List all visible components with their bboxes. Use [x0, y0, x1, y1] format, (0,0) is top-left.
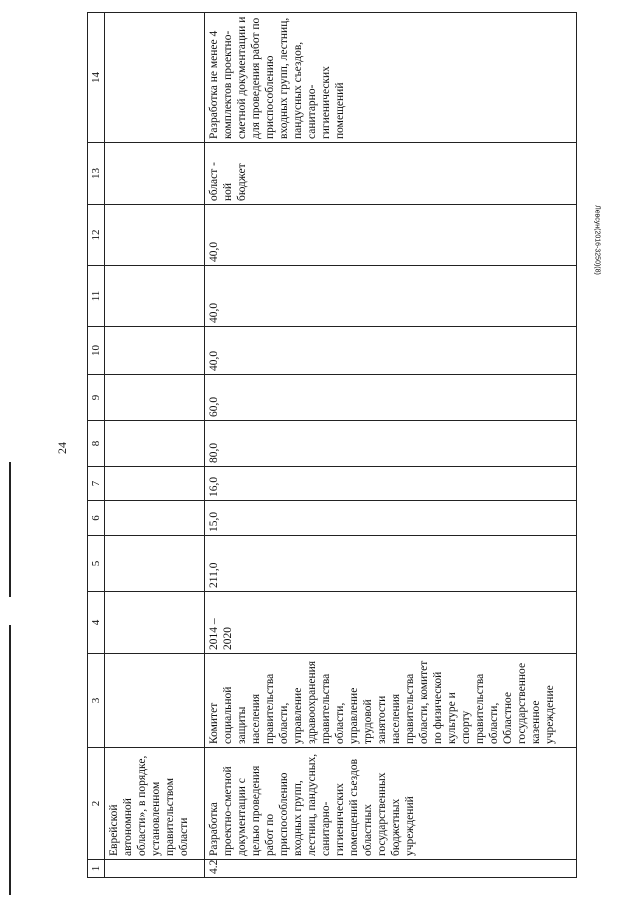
cell-year-2017: 60,0 [204, 374, 577, 421]
cell [104, 12, 205, 143]
col-header-5: 5 [87, 535, 105, 592]
col-header-14: 14 [87, 12, 105, 143]
col-header-8: 8 [87, 420, 105, 467]
cell [104, 535, 205, 592]
cell [104, 653, 205, 748]
table-row-4-2: 4.2 Разработка проектно-сметной документ… [204, 12, 577, 878]
col-header-9: 9 [87, 374, 105, 421]
page-number: 24 [52, 438, 72, 458]
cell-year-2020: 40,0 [204, 204, 577, 266]
program-table: 1 2 3 4 5 6 7 8 9 10 11 12 13 14 Еврейск… [87, 12, 577, 878]
cell-year-2014: 15,0 [204, 500, 577, 536]
cell [104, 859, 205, 878]
scan-edge-line [9, 625, 11, 895]
cell [104, 591, 205, 654]
col-header-3: 3 [87, 653, 105, 748]
col-header-6: 6 [87, 500, 105, 536]
cell-total: 211,0 [204, 535, 577, 592]
cell-funding-source: област - ной бюджет [204, 142, 577, 205]
cell [104, 204, 205, 266]
col-header-11: 11 [87, 265, 105, 327]
cell-year-2018: 40,0 [204, 326, 577, 375]
col-header-4: 4 [87, 591, 105, 654]
cell [104, 142, 205, 205]
col-header-1: 1 [87, 859, 105, 878]
scan-edge-line [9, 462, 11, 597]
col-header-10: 10 [87, 326, 105, 375]
table-row-continuation: Еврейской автономной области», в порядке… [104, 12, 205, 878]
cell-expected-result: Разработка не менее 4 комплектов проектн… [204, 12, 577, 143]
cell-activity-name: Разработка проектно-сметной документации… [204, 747, 577, 860]
cell-executors: Комитет социальной защиты населения прав… [204, 653, 577, 748]
col-header-7: 7 [87, 466, 105, 501]
cell [104, 265, 205, 327]
cell [104, 326, 205, 375]
cell [104, 466, 205, 501]
footer-code: Левсун(2016-3250)(8) [589, 180, 605, 300]
page-number-text: 24 [55, 442, 69, 454]
cell [104, 374, 205, 421]
cell-year-2016: 80,0 [204, 420, 577, 467]
cell [104, 500, 205, 536]
footer-code-text: Левсун(2016-3250)(8) [593, 205, 601, 275]
cell [104, 420, 205, 467]
cell-name-continuation: Еврейской автономной области», в порядке… [104, 747, 205, 860]
cell-year-2019: 40,0 [204, 265, 577, 327]
header-row: 1 2 3 4 5 6 7 8 9 10 11 12 13 14 [87, 12, 105, 878]
cell-item-number: 4.2 [204, 859, 577, 878]
rotated-table-wrapper: 1 2 3 4 5 6 7 8 9 10 11 12 13 14 Еврейск… [87, 12, 577, 878]
col-header-2: 2 [87, 747, 105, 860]
col-header-12: 12 [87, 204, 105, 266]
cell-year-2015: 16,0 [204, 466, 577, 501]
col-header-13: 13 [87, 142, 105, 205]
cell-period: 2014 – 2020 [204, 591, 577, 654]
